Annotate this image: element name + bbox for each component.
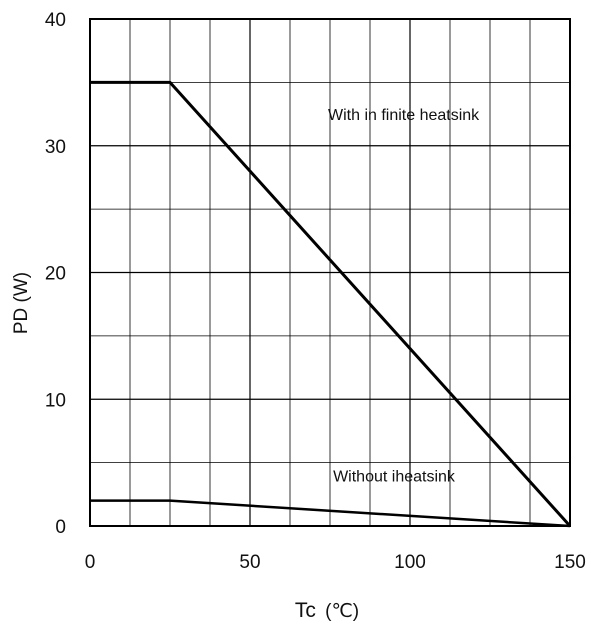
x-axis-label-unit: (℃) xyxy=(325,601,359,622)
y-tick-label: 0 xyxy=(55,517,66,538)
x-tick-label: 100 xyxy=(394,552,426,573)
x-tick-label: 150 xyxy=(554,552,586,573)
series-group xyxy=(90,80,572,528)
annotation-label: Without iheatsink xyxy=(333,468,456,485)
x-axis-label-main: Tc xyxy=(295,599,316,622)
series-line-2 xyxy=(90,499,571,528)
y-tick-label: 30 xyxy=(45,137,66,158)
tick-labels: 0 50 100 150 0 10 20 30 40 xyxy=(45,10,586,573)
x-tick-label: 0 xyxy=(85,552,96,573)
annotation-label: With in finite heatsink xyxy=(328,107,480,124)
y-tick-label: 10 xyxy=(45,390,66,411)
grid xyxy=(89,18,571,527)
y-axis-label: PD (W) xyxy=(11,272,32,334)
y-tick-label: 40 xyxy=(45,10,66,31)
series-line-1 xyxy=(90,80,572,528)
x-tick-label: 50 xyxy=(239,552,260,573)
x-axis-label: Tc (℃) xyxy=(295,599,359,622)
annotations: With in finite heatsink Without iheatsink xyxy=(328,107,480,485)
plot-frame xyxy=(89,18,571,527)
y-tick-label: 20 xyxy=(45,264,66,285)
